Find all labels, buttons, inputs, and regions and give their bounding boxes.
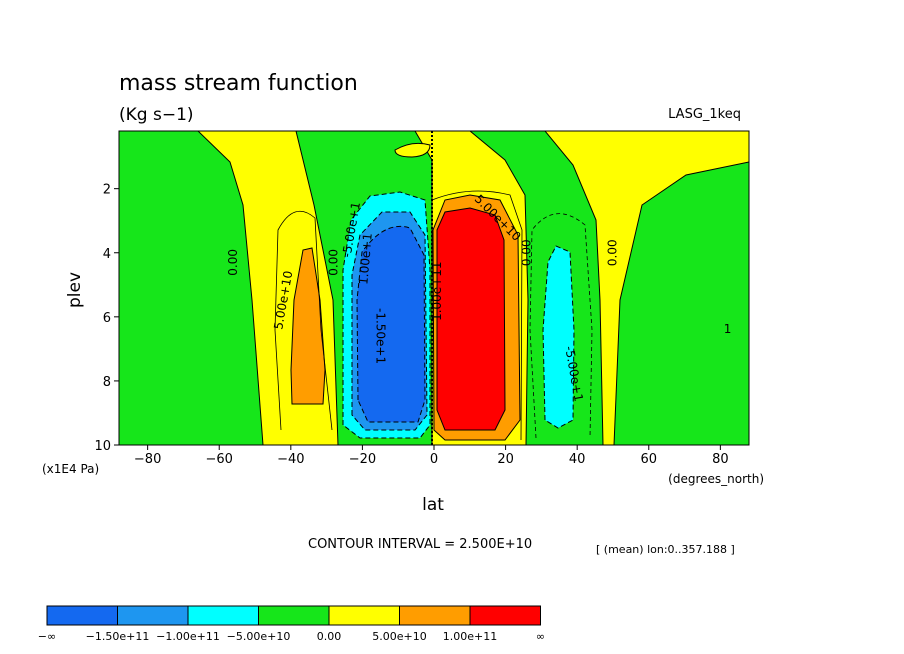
contour-interval: CONTOUR INTERVAL = 2.500E+10 (308, 537, 532, 552)
region-hadley-sh (356, 226, 426, 423)
y-axis-label: plev (65, 272, 85, 308)
colorbar-label: 0.00 (317, 630, 342, 643)
contour-label: 0.00 (326, 249, 340, 276)
colorbar-swatch (328, 605, 400, 626)
x-tick-label: 80 (712, 452, 729, 467)
colorbar-label: −5.00e+10 (227, 630, 291, 643)
band-positive-top-islet (394, 142, 431, 158)
region-ferrel-sh (290, 247, 326, 405)
band-positive-north-polar (544, 131, 749, 445)
y-axis-ticks: 2 4 6 8 10 (94, 183, 119, 454)
x-axis-units: (degrees_north) (668, 472, 764, 486)
x-axis-ticks: −80 −60 −40 −20 0 20 40 60 80 (134, 445, 729, 467)
x-tick-label: −20 (349, 452, 376, 467)
colorbar-label: −1.00e+11 (156, 630, 220, 643)
x-axis-label: lat (422, 495, 444, 515)
contour-label: 0.00 (226, 249, 240, 276)
y-tick-label: 10 (94, 439, 111, 454)
contour-label: 1 (724, 322, 732, 336)
x-tick-label: −40 (277, 452, 304, 467)
contour-field: 0.00 0.005.00e+10-5.00e+11.00e+1-1.50e+11… (119, 131, 749, 445)
contour-thin-sh (274, 210, 333, 431)
model-label: LASG_1keq (668, 107, 741, 122)
region-ferrel-nh (542, 245, 575, 429)
colorbar-label: 5.00e+10 (372, 630, 426, 643)
y-tick-label: 8 (103, 375, 111, 390)
contour-label: 1.00e+1 (356, 232, 374, 285)
contour-thin-nh (431, 190, 523, 441)
contour-label: 0.00 (520, 239, 534, 266)
colorbar-swatch (469, 605, 541, 626)
colorbar: −∞ −1.50e+11 −1.00e+11 −5.00e+10 0.00 5.00e+1… (38, 605, 545, 643)
y-tick-label: 4 (103, 247, 111, 262)
averaging-info: [ (mean) lon:0..357.188 ] (596, 543, 735, 556)
colorbar-swatch (46, 605, 118, 626)
colorbar-swatch (187, 605, 259, 626)
y-tick-label: 2 (103, 183, 111, 198)
contour-label: 1.00e+11 (430, 261, 444, 320)
colorbar-swatch (399, 605, 471, 626)
colorbar-label: ∞ (536, 630, 545, 643)
contour-label: -1.50e+1 (374, 308, 388, 364)
x-tick-label: 0 (430, 452, 438, 467)
colorbar-swatch (117, 605, 189, 626)
chart-units: (Kg s−1) (119, 105, 194, 125)
chart-title: mass stream function (119, 71, 358, 96)
contour-label: 0.00 (606, 239, 620, 266)
x-tick-label: −80 (134, 452, 161, 467)
x-tick-label: 40 (569, 452, 586, 467)
x-tick-label: 20 (497, 452, 514, 467)
contour-thin-ferrel-nh (529, 213, 593, 439)
y-tick-label: 6 (103, 311, 111, 326)
x-tick-label: −60 (206, 452, 233, 467)
y-axis-units: (x1E4 Pa) (42, 462, 99, 476)
colorbar-label: −∞ (38, 630, 56, 643)
colorbar-swatch (258, 605, 330, 626)
colorbar-label: −1.50e+11 (86, 630, 150, 643)
x-tick-label: 60 (640, 452, 657, 467)
colorbar-label: 1.00e+11 (443, 630, 497, 643)
region-hadley-nh (436, 207, 506, 431)
